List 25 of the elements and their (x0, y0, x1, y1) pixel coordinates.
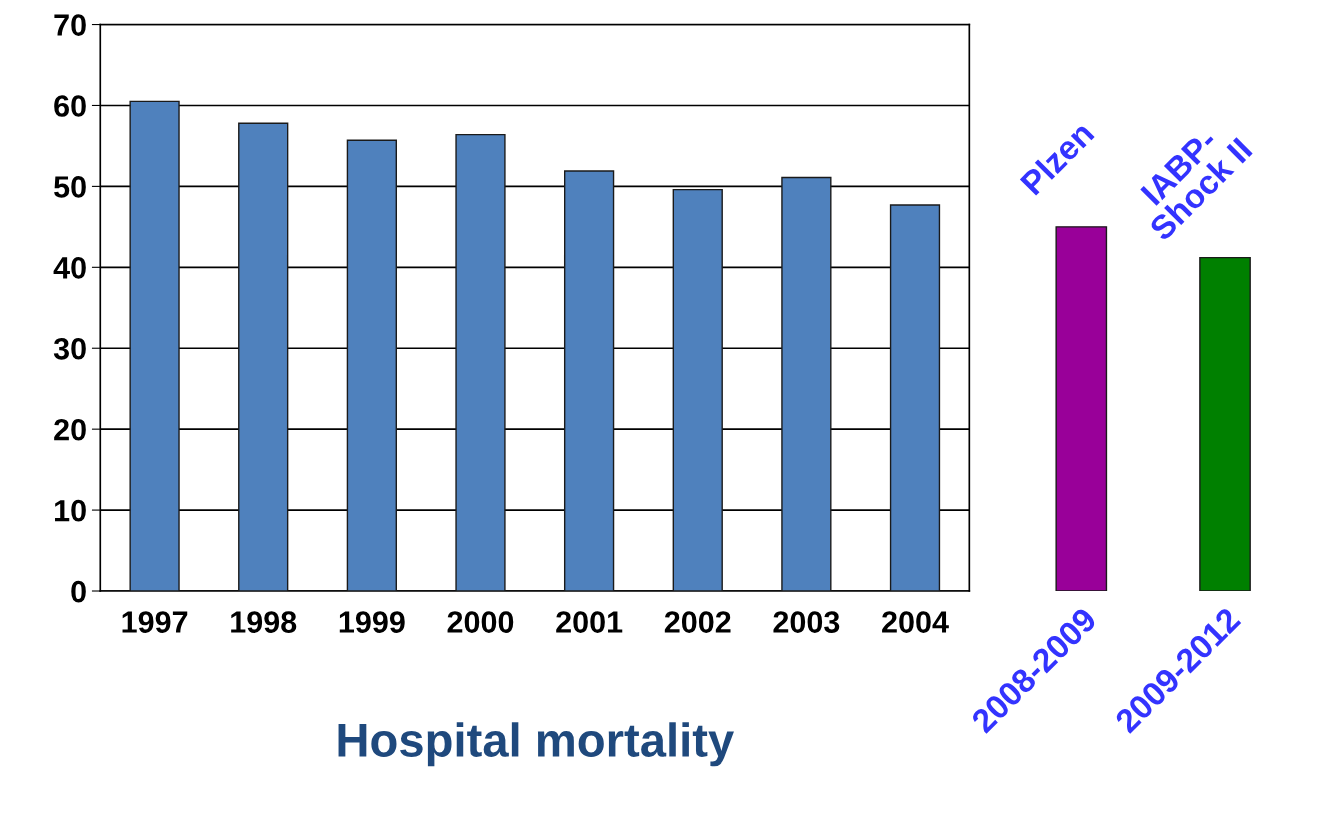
x-tick-label: 1998 (231, 611, 297, 633)
y-tick-label: 0 (71, 580, 86, 603)
y-tick-label: 70 (54, 14, 86, 36)
y-tick-label: 50 (54, 176, 86, 198)
x-tick-label: 1997 (122, 611, 188, 633)
bar (889, 204, 941, 592)
bar (563, 170, 615, 592)
bar (238, 122, 289, 592)
x-axis-title: Hospital mortality (338, 722, 734, 767)
x-tick-label: 2004 (882, 611, 949, 633)
bar (455, 133, 506, 592)
x-tick-label: 2001 (556, 611, 623, 633)
y-tick-label: 10 (55, 499, 86, 522)
x-tick-label: 2002 (664, 611, 731, 633)
bar (781, 176, 832, 592)
y-tick-label: 40 (53, 257, 86, 279)
bar (346, 139, 397, 592)
x-tick-label: 1999 (339, 611, 405, 633)
bar (129, 100, 180, 592)
y-tick-label: 60 (54, 95, 86, 117)
y-tick-label: 30 (53, 337, 86, 360)
bar (672, 188, 723, 592)
x-tick-label: 2003 (773, 611, 840, 633)
y-tick-label: 20 (54, 418, 86, 441)
x-tick-label: 2000 (447, 611, 514, 633)
